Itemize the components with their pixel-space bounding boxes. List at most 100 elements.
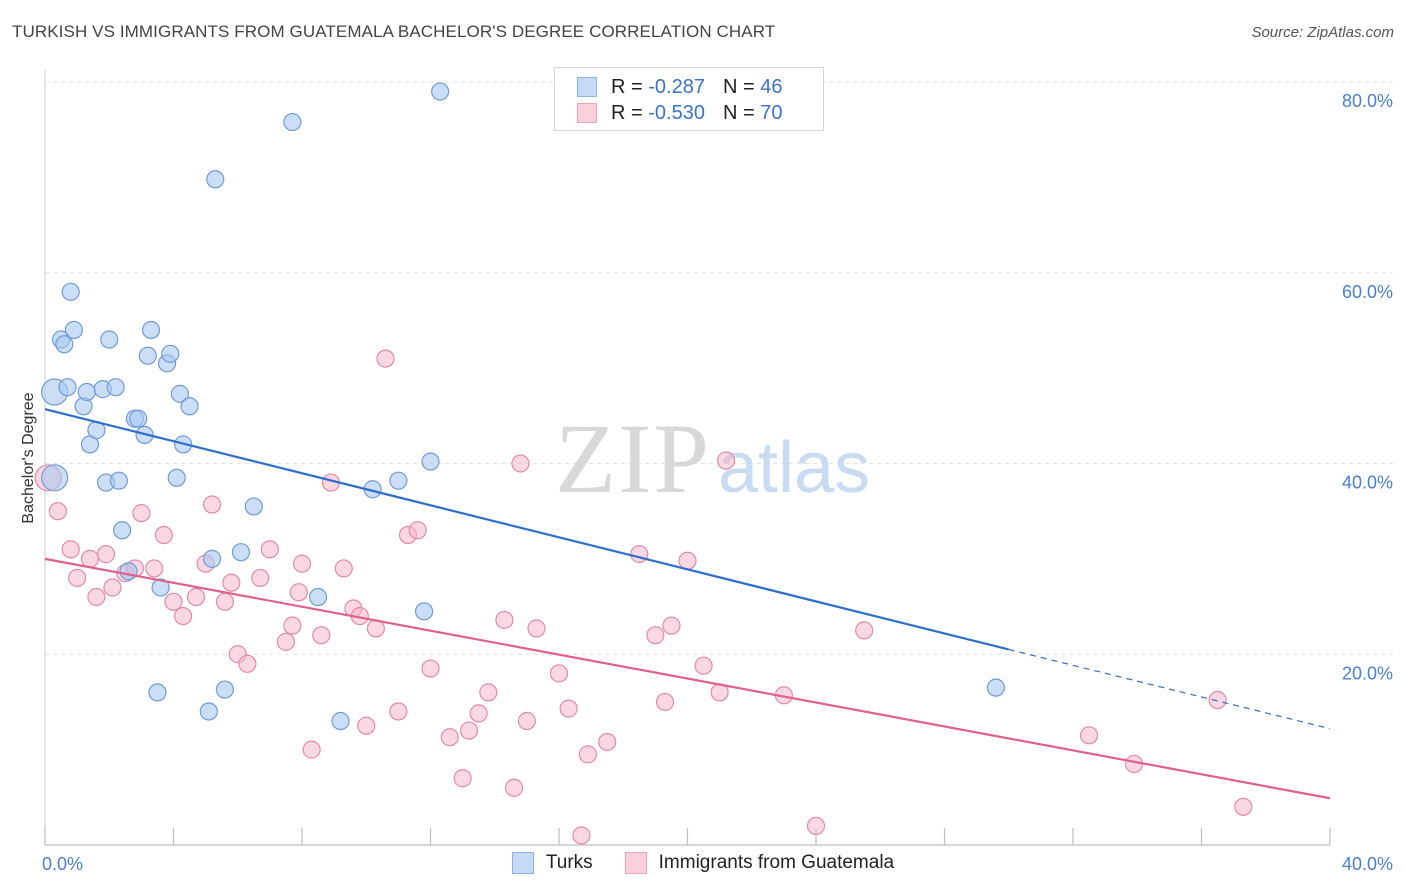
trend-lines (44, 408, 1331, 800)
guatemala-point (517, 711, 536, 731)
guatemala-point (96, 545, 116, 564)
legend-row-turks: R = -0.287 N = 46 (577, 74, 782, 100)
bottom-legend-turks: Turks (511, 852, 593, 874)
guatemala-point (61, 540, 80, 559)
guatemala-point (68, 568, 87, 588)
turks-point (421, 452, 440, 471)
legend-n-value: 46 (760, 75, 783, 98)
guatemala-point (215, 592, 234, 611)
bottom-legend-swatch-turks (511, 852, 534, 874)
turks-trend-line (44, 408, 1010, 651)
turks-point (61, 282, 80, 301)
guatemala-point (855, 621, 874, 640)
guatemala-point (559, 699, 578, 718)
guatemala-point (260, 540, 279, 559)
guatemala-point (504, 778, 524, 797)
guatemala-point (48, 502, 67, 521)
bottom-legend: Turks Immigrants from Guatemala (0, 852, 1406, 874)
turks-point (148, 683, 167, 702)
guatemala-point (222, 573, 241, 592)
turks-point (41, 464, 69, 492)
legend-swatch-guatemala (577, 103, 597, 123)
turks-point (109, 471, 128, 490)
turks-point (106, 378, 125, 397)
grid-lines (45, 81, 1393, 655)
guatemala-point (459, 721, 479, 740)
turks-point (206, 170, 225, 189)
guatemala-point (289, 583, 308, 602)
legend-n-label: N = (722, 75, 755, 98)
guatemala-point (1234, 797, 1253, 816)
tick-labels: 20.0% 40.0% 60.0% 80.0% 0.0% 40.0% (42, 91, 1393, 874)
bottom-legend-label-guatemala: Immigrants from Guatemala (658, 852, 895, 873)
guatemala-point (1079, 726, 1099, 745)
turks-point (119, 562, 138, 581)
watermark-zip: ZIP (555, 403, 711, 514)
turks-point (64, 320, 84, 340)
guatemala-point (251, 568, 270, 588)
guatemala-point (103, 578, 122, 597)
turks-point (129, 409, 148, 428)
turks-point (77, 382, 96, 402)
turks-point (244, 497, 263, 516)
watermark-atlas: atlas (718, 428, 870, 508)
guatemala-point (154, 525, 173, 545)
guatemala-point (421, 659, 440, 678)
guatemala-point (312, 626, 331, 645)
bottom-legend-guatemala: Immigrants from Guatemala (624, 852, 895, 874)
guatemala-point (408, 521, 427, 540)
legend: R = -0.287 N = 46 R = -0.530 N = 70 (554, 67, 824, 131)
guatemala-point (87, 587, 106, 607)
legend-r-label: R = (611, 101, 643, 124)
guatemala-point (479, 683, 498, 702)
guatemala-point (630, 545, 649, 564)
turks-point (112, 521, 132, 540)
y-tick-label: 80.0% (1342, 91, 1393, 111)
watermark: ZIP atlas (555, 403, 870, 514)
guatemala-point (549, 664, 569, 683)
turks-point (389, 471, 408, 490)
turks-point (283, 112, 302, 132)
turks-point (170, 384, 190, 403)
y-tick-label: 60.0% (1342, 282, 1393, 302)
guatemala-point (694, 656, 713, 675)
legend-r-label: R = (611, 75, 643, 98)
series-turks-points (41, 82, 1006, 731)
turks-point (151, 578, 170, 597)
guatemala-point (678, 551, 697, 570)
turks-point (100, 330, 119, 349)
guatemala-point (80, 549, 100, 568)
guatemala-point (357, 716, 376, 735)
turks-point (180, 397, 199, 416)
guatemala-point (292, 554, 312, 573)
turks-point (167, 468, 186, 487)
guatemala-point (302, 740, 321, 759)
bottom-legend-swatch-guatemala (624, 852, 647, 874)
turks-point (431, 82, 450, 101)
x-tick-label: 40.0% (1342, 854, 1393, 874)
guatemala-point (283, 616, 302, 635)
guatemala-point (469, 704, 488, 723)
series-guatemala-points (34, 349, 1253, 845)
guatemala-point (527, 619, 546, 638)
guatemala-point (145, 559, 164, 578)
guatemala-point (646, 626, 665, 645)
turks-point (141, 320, 161, 340)
turks-point (231, 543, 251, 562)
y-tick-label: 40.0% (1342, 473, 1393, 493)
y-axis-label: Bachelor's Degree (20, 392, 37, 523)
guatemala-point (655, 692, 675, 712)
turks-point (215, 680, 234, 699)
turks-point (331, 711, 350, 731)
turks-point (414, 602, 434, 621)
legend-row-guatemala: R = -0.530 N = 70 (577, 100, 782, 126)
y-tick-label: 20.0% (1342, 663, 1393, 683)
chart-title: TURKISH VS IMMIGRANTS FROM GUATEMALA BAC… (12, 22, 776, 41)
axes (44, 70, 1331, 846)
guatemala-point (453, 769, 472, 788)
guatemala-point (186, 587, 206, 607)
guatemala-point (511, 454, 530, 473)
guatemala-point (440, 728, 459, 747)
guatemala-point (202, 495, 222, 514)
